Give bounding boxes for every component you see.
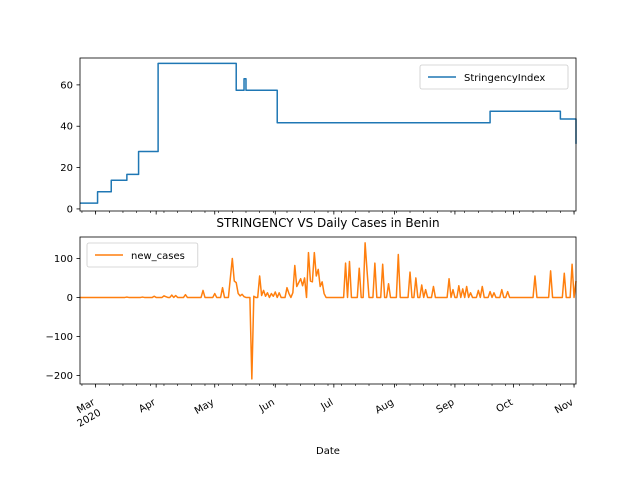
x-tick-label: Nov xyxy=(553,397,575,416)
legend-box xyxy=(419,64,569,90)
x-tick-label-line: Jul xyxy=(319,397,336,413)
x-tick-label-line: Jun xyxy=(257,397,277,415)
x-tick-label-line: Apr xyxy=(137,397,158,416)
y-tick-label: −200 xyxy=(46,371,73,382)
x-tick-label: Jul xyxy=(319,397,336,413)
legend-box xyxy=(86,242,199,268)
series-line-new-cases xyxy=(80,242,577,380)
y-tick-label: 60 xyxy=(60,80,73,91)
x-tick-label: May xyxy=(193,397,216,417)
x-tick-label: Sep xyxy=(435,397,457,416)
y-tick-label: −100 xyxy=(46,332,73,343)
x-tick-label: Oct xyxy=(495,397,516,415)
x-tick-label: Apr xyxy=(137,397,158,416)
legend: new_cases xyxy=(86,242,199,268)
y-tick-label: 20 xyxy=(60,163,73,174)
chart-title: STRINGENCY VS Daily Cases in Benin xyxy=(216,216,439,230)
x-tick-label: Aug xyxy=(373,397,395,416)
x-tick-label: Jun xyxy=(257,397,277,415)
series-line-stringencyindex xyxy=(80,62,577,204)
x-tick-label-line: May xyxy=(193,397,216,417)
bottom-axes: −200 −100 0 100 Mar2020 Apr May Jun Jul Aug Sep Oct… xyxy=(46,216,577,457)
x-tick-label: Mar2020 xyxy=(70,397,104,430)
top-axes: 0 20 40 60 StringencyIndex xyxy=(60,57,577,215)
legend: StringencyIndex xyxy=(419,64,569,90)
y-tick-label: 100 xyxy=(54,254,73,265)
x-tick-label-line: Sep xyxy=(435,397,457,416)
legend-label: new_cases xyxy=(131,251,185,262)
y-tick-label: 40 xyxy=(60,122,73,133)
x-tick-label-line: Nov xyxy=(553,397,575,416)
y-tick-label: 0 xyxy=(67,293,73,304)
legend-label: StringencyIndex xyxy=(464,73,545,84)
x-tick-label-line: Oct xyxy=(495,397,516,415)
x-axis-label: Date xyxy=(316,446,340,457)
x-tick-label-line: Aug xyxy=(373,397,395,416)
y-tick-label: 0 xyxy=(67,204,73,215)
